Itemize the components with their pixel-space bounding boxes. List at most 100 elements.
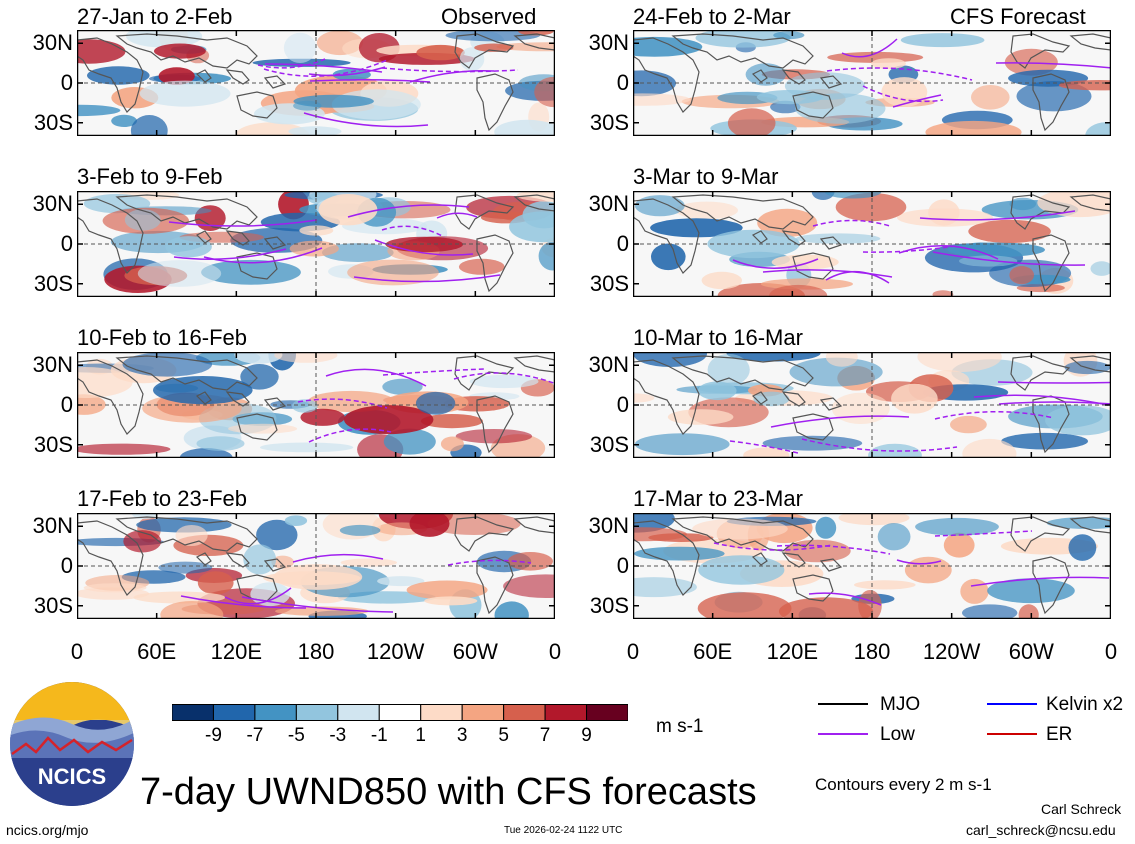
anomaly-blob — [915, 517, 999, 536]
y-tick-label: 0 — [616, 231, 629, 256]
low-contour — [898, 245, 999, 260]
y-tick-label: 30N — [32, 30, 73, 56]
anomaly-blob — [83, 583, 147, 593]
colorbar-tick-label: 7 — [539, 725, 551, 746]
anomaly-blob — [291, 399, 318, 413]
main-title: 7-day UWND850 with CFS forecasts — [140, 771, 757, 813]
coastline — [476, 234, 514, 293]
anomaly-blob — [382, 378, 423, 395]
low-contour — [862, 245, 956, 253]
anomaly-blob — [130, 115, 168, 136]
units-label: m s-1 — [656, 716, 704, 737]
anomaly-blob — [1018, 604, 1039, 619]
legend-er: ER — [1046, 724, 1073, 745]
anomaly-blob — [757, 208, 818, 237]
coastline — [781, 391, 806, 407]
anomaly-blob — [891, 383, 938, 414]
logo-text: NCICS — [38, 764, 106, 789]
site-link[interactable]: ncics.org/mjo — [6, 822, 89, 838]
low-contour — [309, 78, 431, 83]
low-contour — [241, 596, 394, 613]
anomaly-blob — [416, 44, 465, 61]
anomaly-blob — [137, 260, 222, 287]
anomaly-blob — [784, 72, 866, 100]
coastline — [633, 198, 700, 274]
anomaly-blob — [868, 443, 922, 458]
panel-title-8: 17-Mar to 23-Mar — [633, 486, 803, 511]
legend-lines — [818, 703, 1037, 735]
x-tick-label: 0 — [548, 639, 562, 664]
coastline — [1010, 33, 1071, 69]
low-contour — [353, 274, 501, 283]
coastline — [1032, 556, 1070, 615]
anomaly-blob — [633, 352, 707, 367]
map-panel-8 — [633, 513, 1111, 619]
ncics-logo: NCICS — [10, 682, 134, 806]
coastline — [1032, 234, 1070, 293]
low-contour — [825, 270, 890, 284]
coastline — [225, 552, 250, 568]
anomaly-blob — [881, 77, 928, 107]
anomaly-blob — [900, 33, 985, 48]
anomaly-blob — [77, 104, 121, 117]
anomaly-blob — [165, 236, 212, 258]
anomaly-blob — [1090, 261, 1111, 276]
anomaly-blob — [123, 530, 162, 553]
author-email: carl_schreck@ncsu.edu — [966, 822, 1116, 838]
anomaly-blob — [727, 108, 776, 136]
map-panel-1 — [77, 30, 555, 136]
y-tick-label: 30N — [32, 513, 73, 539]
coastline — [195, 391, 212, 405]
anomaly-blob — [340, 558, 397, 567]
x-tick-label: 0 — [70, 639, 84, 664]
contour-note: Contours every 2 m s-1 — [815, 775, 992, 794]
coastline — [263, 75, 287, 89]
anomaly-blob — [745, 63, 786, 86]
low-contour — [382, 368, 485, 376]
coastline — [225, 69, 250, 85]
anomaly-blob — [968, 219, 1051, 243]
coastline — [819, 558, 843, 572]
anomaly-blob — [256, 519, 298, 551]
anomaly-blob — [925, 120, 1022, 136]
coastline — [1069, 516, 1111, 534]
anomaly-blob — [726, 352, 821, 362]
timestamp: Tue 2026-02-24 1122 UTC — [504, 825, 623, 836]
anomaly-blob — [300, 408, 345, 426]
coastline — [1069, 355, 1111, 373]
anomaly-blob — [667, 409, 734, 425]
y-tick-label: 0 — [60, 70, 73, 95]
anomaly-blob — [197, 571, 234, 595]
anomaly-blob — [440, 436, 464, 452]
x-tick-label: 120W — [922, 639, 981, 664]
anomaly-blob — [243, 544, 277, 575]
anomaly-blob — [943, 532, 975, 558]
x-tick-label: 180 — [853, 639, 891, 664]
coastline — [751, 230, 768, 244]
anomaly-blob — [962, 604, 1018, 619]
anomaly-blob — [634, 433, 730, 456]
anomaly-blob — [947, 242, 1045, 258]
header-cfs-forecast: CFS Forecast — [950, 4, 1086, 29]
anomaly-blob — [692, 518, 788, 540]
anomaly-blob — [158, 561, 213, 574]
coastline — [1010, 355, 1071, 391]
map-panel-5 — [633, 30, 1111, 136]
panel-title-4: 17-Feb to 23-Feb — [77, 486, 247, 511]
low-contour — [168, 219, 318, 227]
anomaly-blob — [160, 601, 224, 619]
anomaly-blob — [695, 30, 791, 48]
colorbar-tick-label: -3 — [329, 725, 347, 746]
anomaly-blob — [77, 443, 171, 455]
y-tick-label: 30N — [32, 191, 73, 217]
coastline — [1010, 516, 1071, 552]
low-contour — [257, 58, 326, 69]
coastline — [513, 33, 555, 51]
anomaly-blob — [971, 85, 1010, 110]
y-tick-label: 0 — [616, 553, 629, 578]
y-tick-label: 30S — [589, 431, 629, 457]
anomaly-blob — [1046, 517, 1111, 529]
anomaly-blob — [773, 31, 805, 40]
low-contour — [932, 251, 1086, 266]
anomaly-blob — [136, 517, 232, 533]
